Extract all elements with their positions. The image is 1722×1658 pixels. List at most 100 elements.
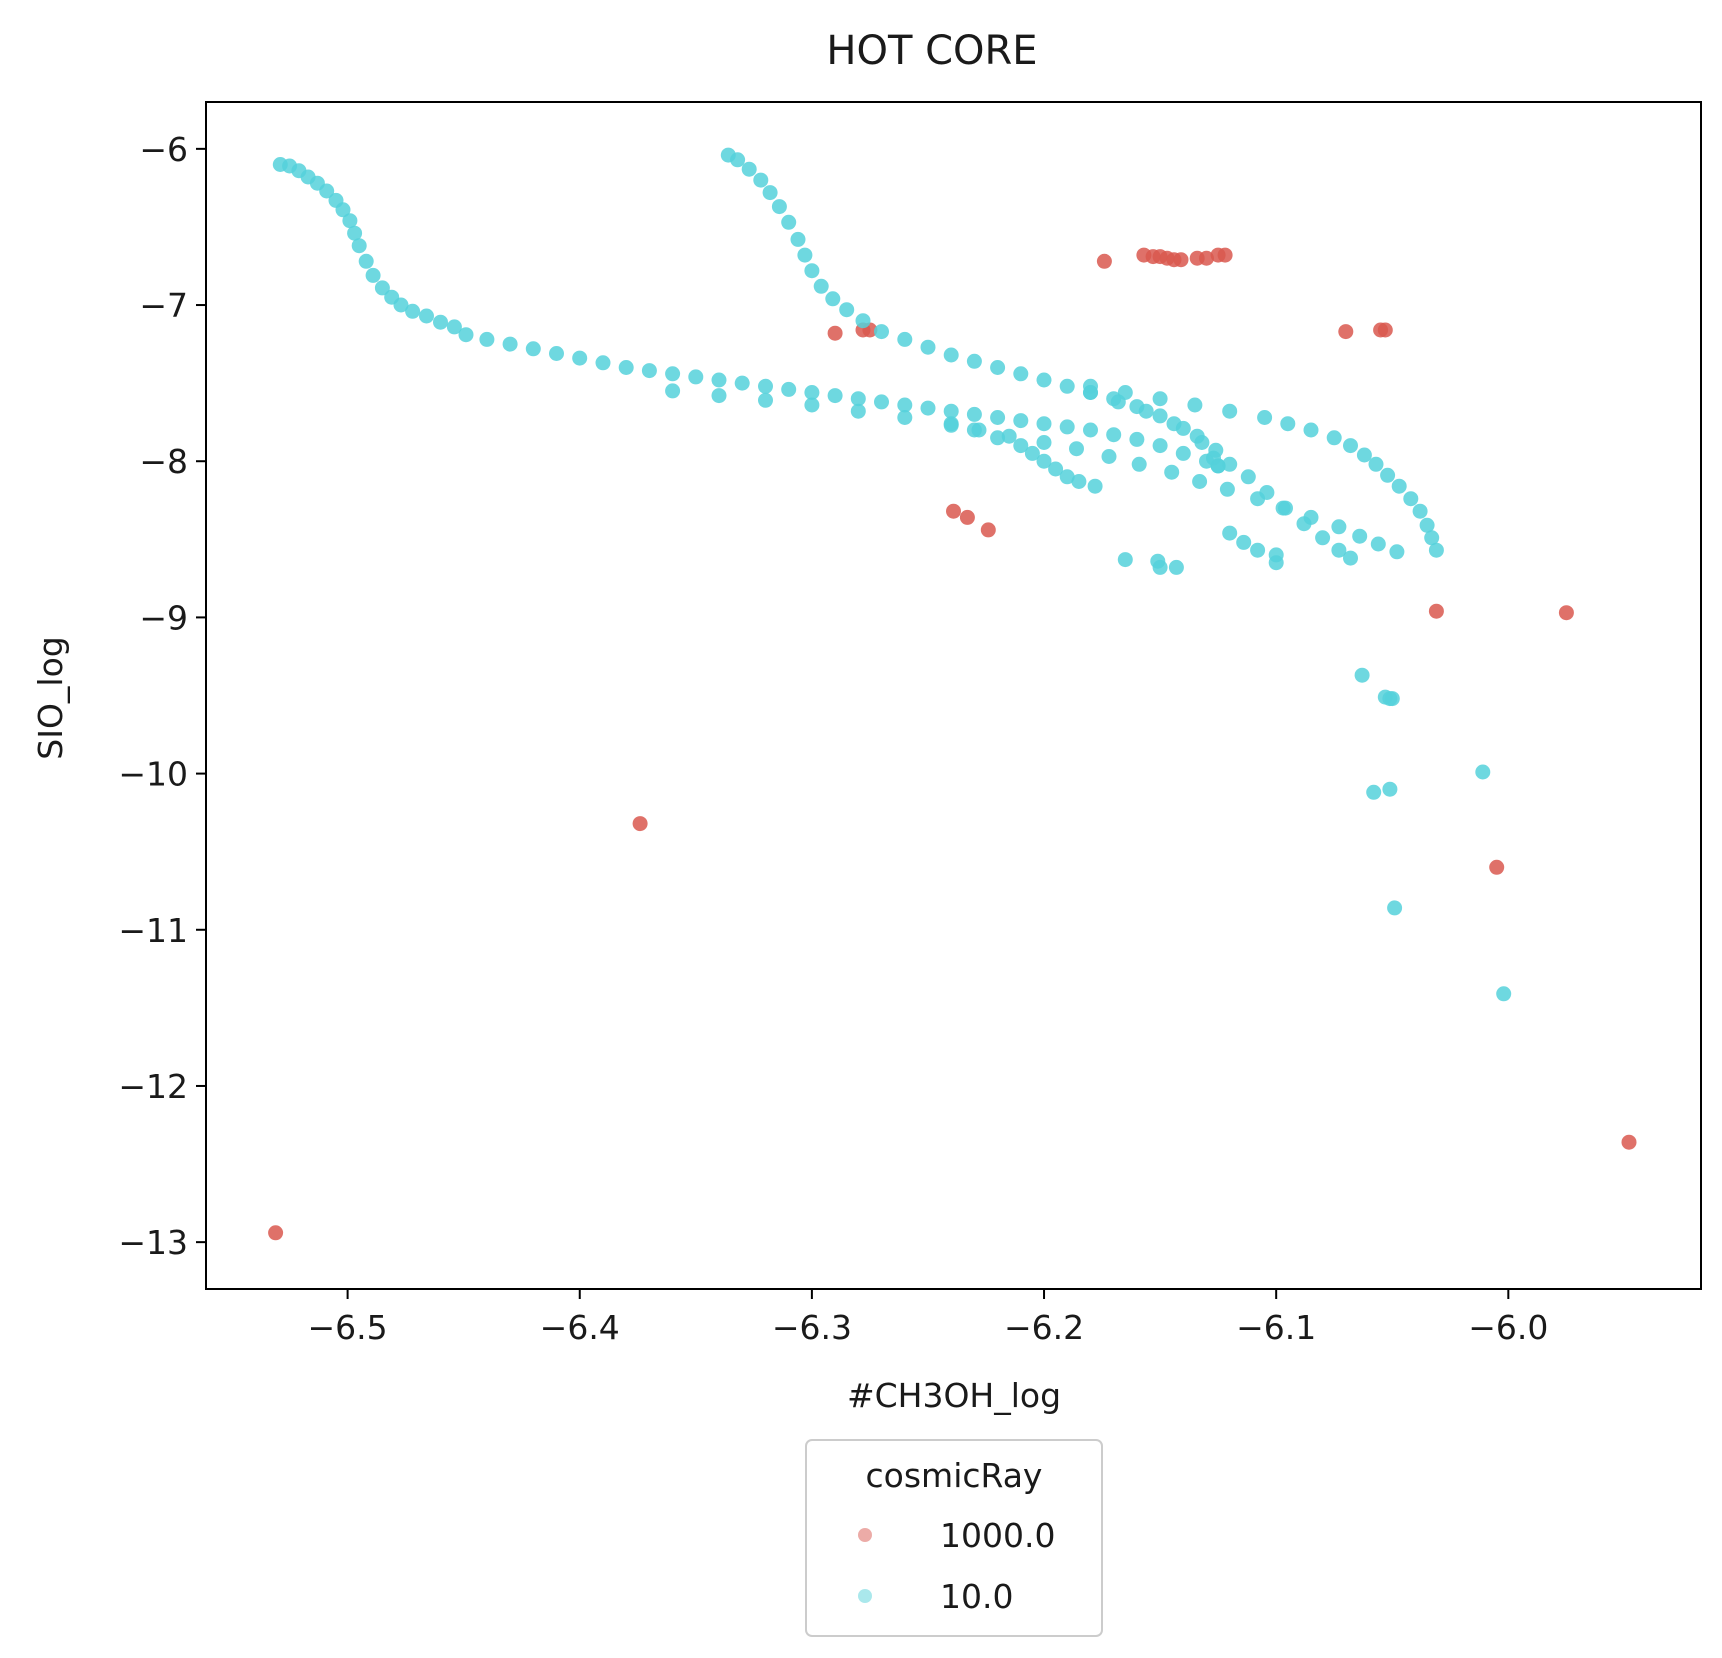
point-series-10-0-65: [1036, 453, 1052, 469]
y-tick-label-0: −6: [139, 130, 188, 169]
point-series-10-0-56: [758, 392, 773, 408]
point-series-10-0-33: [758, 378, 773, 394]
point-series-10-0-143: [1368, 456, 1384, 472]
point-series-10-0-145: [1391, 478, 1407, 494]
point-series-10-0-73: [1036, 435, 1052, 450]
point-series-10-0-126: [1259, 485, 1275, 500]
point-series-10-0-158: [1152, 559, 1168, 575]
point-series-10-0-86: [1389, 544, 1405, 560]
point-series-10-0-67: [1059, 469, 1075, 485]
point-series-10-0-146: [1403, 491, 1419, 507]
point-series-10-0-8: [342, 213, 358, 229]
point-series-10-0-136: [1222, 403, 1238, 419]
point-series-10-0-50: [1152, 438, 1168, 454]
point-series-10-0-90: [753, 172, 769, 188]
y-tick-label-7: −13: [118, 1223, 188, 1262]
point-series-10-0-96: [804, 263, 820, 279]
point-series-1000-0-14: [1173, 252, 1189, 268]
point-series-10-0-139: [1303, 422, 1319, 438]
point-series-10-0-94: [790, 231, 806, 247]
point-series-10-0-49: [1129, 431, 1145, 447]
point-series-10-0-36: [827, 388, 843, 404]
point-series-10-0-44: [1013, 413, 1029, 429]
point-series-10-0-151: [1222, 525, 1238, 541]
point-series-10-0-77: [1164, 464, 1180, 480]
point-series-10-0-18: [433, 314, 448, 330]
point-series-10-0-9: [347, 225, 363, 241]
point-series-10-0-109: [1059, 378, 1075, 394]
y-tick-label-3: −9: [139, 598, 188, 637]
y-tick-label-4: −10: [118, 755, 188, 794]
point-series-10-0-25: [572, 350, 588, 366]
point-series-10-0-91: [762, 185, 778, 201]
point-series-10-0-27: [618, 360, 634, 375]
point-series-10-0-98: [825, 291, 841, 307]
point-series-10-0-107: [1013, 366, 1029, 382]
y-tick-label-2: −8: [139, 442, 188, 481]
point-series-10-0-71: [971, 422, 987, 438]
point-series-10-0-93: [781, 214, 797, 230]
point-series-10-0-106: [990, 360, 1006, 375]
point-series-10-0-55: [711, 388, 727, 404]
legend-title: cosmicRay: [866, 1456, 1043, 1495]
point-series-10-0-32: [734, 375, 750, 391]
point-series-1000-0-7: [980, 522, 996, 538]
point-series-10-0-63: [1013, 438, 1029, 454]
point-series-1000-0-23: [1489, 859, 1505, 875]
point-series-10-0-88: [730, 152, 746, 168]
point-series-1000-0-22: [1428, 603, 1444, 619]
point-series-10-0-39: [897, 397, 913, 413]
point-series-10-0-150: [1428, 542, 1444, 558]
point-series-10-0-59: [897, 410, 913, 425]
point-series-10-0-41: [943, 403, 959, 419]
x-tick-label-1: −6.4: [540, 1308, 620, 1347]
legend-label-10: 10.0: [940, 1577, 1013, 1616]
point-series-10-0-130: [1331, 542, 1347, 558]
point-series-10-0-43: [990, 410, 1006, 425]
point-series-10-0-46: [1059, 419, 1075, 435]
point-series-10-0-168: [1496, 986, 1512, 1002]
point-series-10-0-10: [351, 238, 367, 254]
point-series-1000-0-2: [827, 325, 843, 341]
point-series-10-0-70: [943, 416, 959, 432]
x-tick-label-2: −6.3: [772, 1308, 852, 1347]
point-series-10-0-48: [1106, 427, 1122, 443]
point-series-10-0-85: [1370, 536, 1386, 552]
point-series-10-0-120: [1138, 403, 1154, 419]
legend: cosmicRay 1000.0 10.0: [805, 1439, 1103, 1637]
legend-label-1000: 1000.0: [940, 1516, 1055, 1555]
point-series-10-0-34: [781, 381, 797, 397]
point-series-10-0-97: [813, 278, 829, 294]
point-series-10-0-104: [943, 347, 959, 363]
point-series-10-0-66: [1048, 461, 1064, 477]
point-series-10-0-137: [1257, 410, 1273, 425]
point-series-10-0-28: [641, 363, 657, 379]
x-tick-label-0: −6.5: [308, 1308, 388, 1347]
point-series-10-0-47: [1083, 422, 1098, 438]
point-series-10-0-117: [1210, 458, 1226, 474]
x-tick-label-3: −6.2: [1004, 1308, 1084, 1347]
point-series-10-0-78: [1192, 474, 1208, 489]
point-series-10-0-11: [358, 253, 374, 269]
point-series-10-0-89: [741, 161, 757, 177]
point-series-10-0-51: [1175, 445, 1191, 461]
legend-box: [805, 1439, 1103, 1637]
plot-frame: [205, 101, 1702, 1290]
point-series-10-0-135: [1187, 397, 1203, 413]
point-series-10-0-105: [966, 353, 982, 369]
point-series-10-0-165: [1382, 781, 1398, 797]
point-series-1000-0-21: [1377, 322, 1393, 338]
point-series-10-0-20: [458, 327, 474, 343]
point-series-10-0-42: [966, 406, 982, 422]
y-axis-ticks: −6 −7 −8 −9 −10 −11 −12 −13: [118, 130, 206, 1262]
point-series-10-0-19: [446, 319, 462, 335]
point-series-10-0-122: [1189, 428, 1205, 444]
point-series-1000-0-8: [1096, 253, 1112, 269]
x-axis-label: #CH3OH_log: [847, 1376, 1061, 1415]
y-tick-label-6: −12: [118, 1067, 188, 1106]
point-series-10-0-7: [335, 202, 351, 218]
point-series-10-0-83: [1331, 519, 1347, 535]
point-series-10-0-74: [1069, 441, 1084, 457]
point-series-10-0-24: [549, 346, 564, 361]
